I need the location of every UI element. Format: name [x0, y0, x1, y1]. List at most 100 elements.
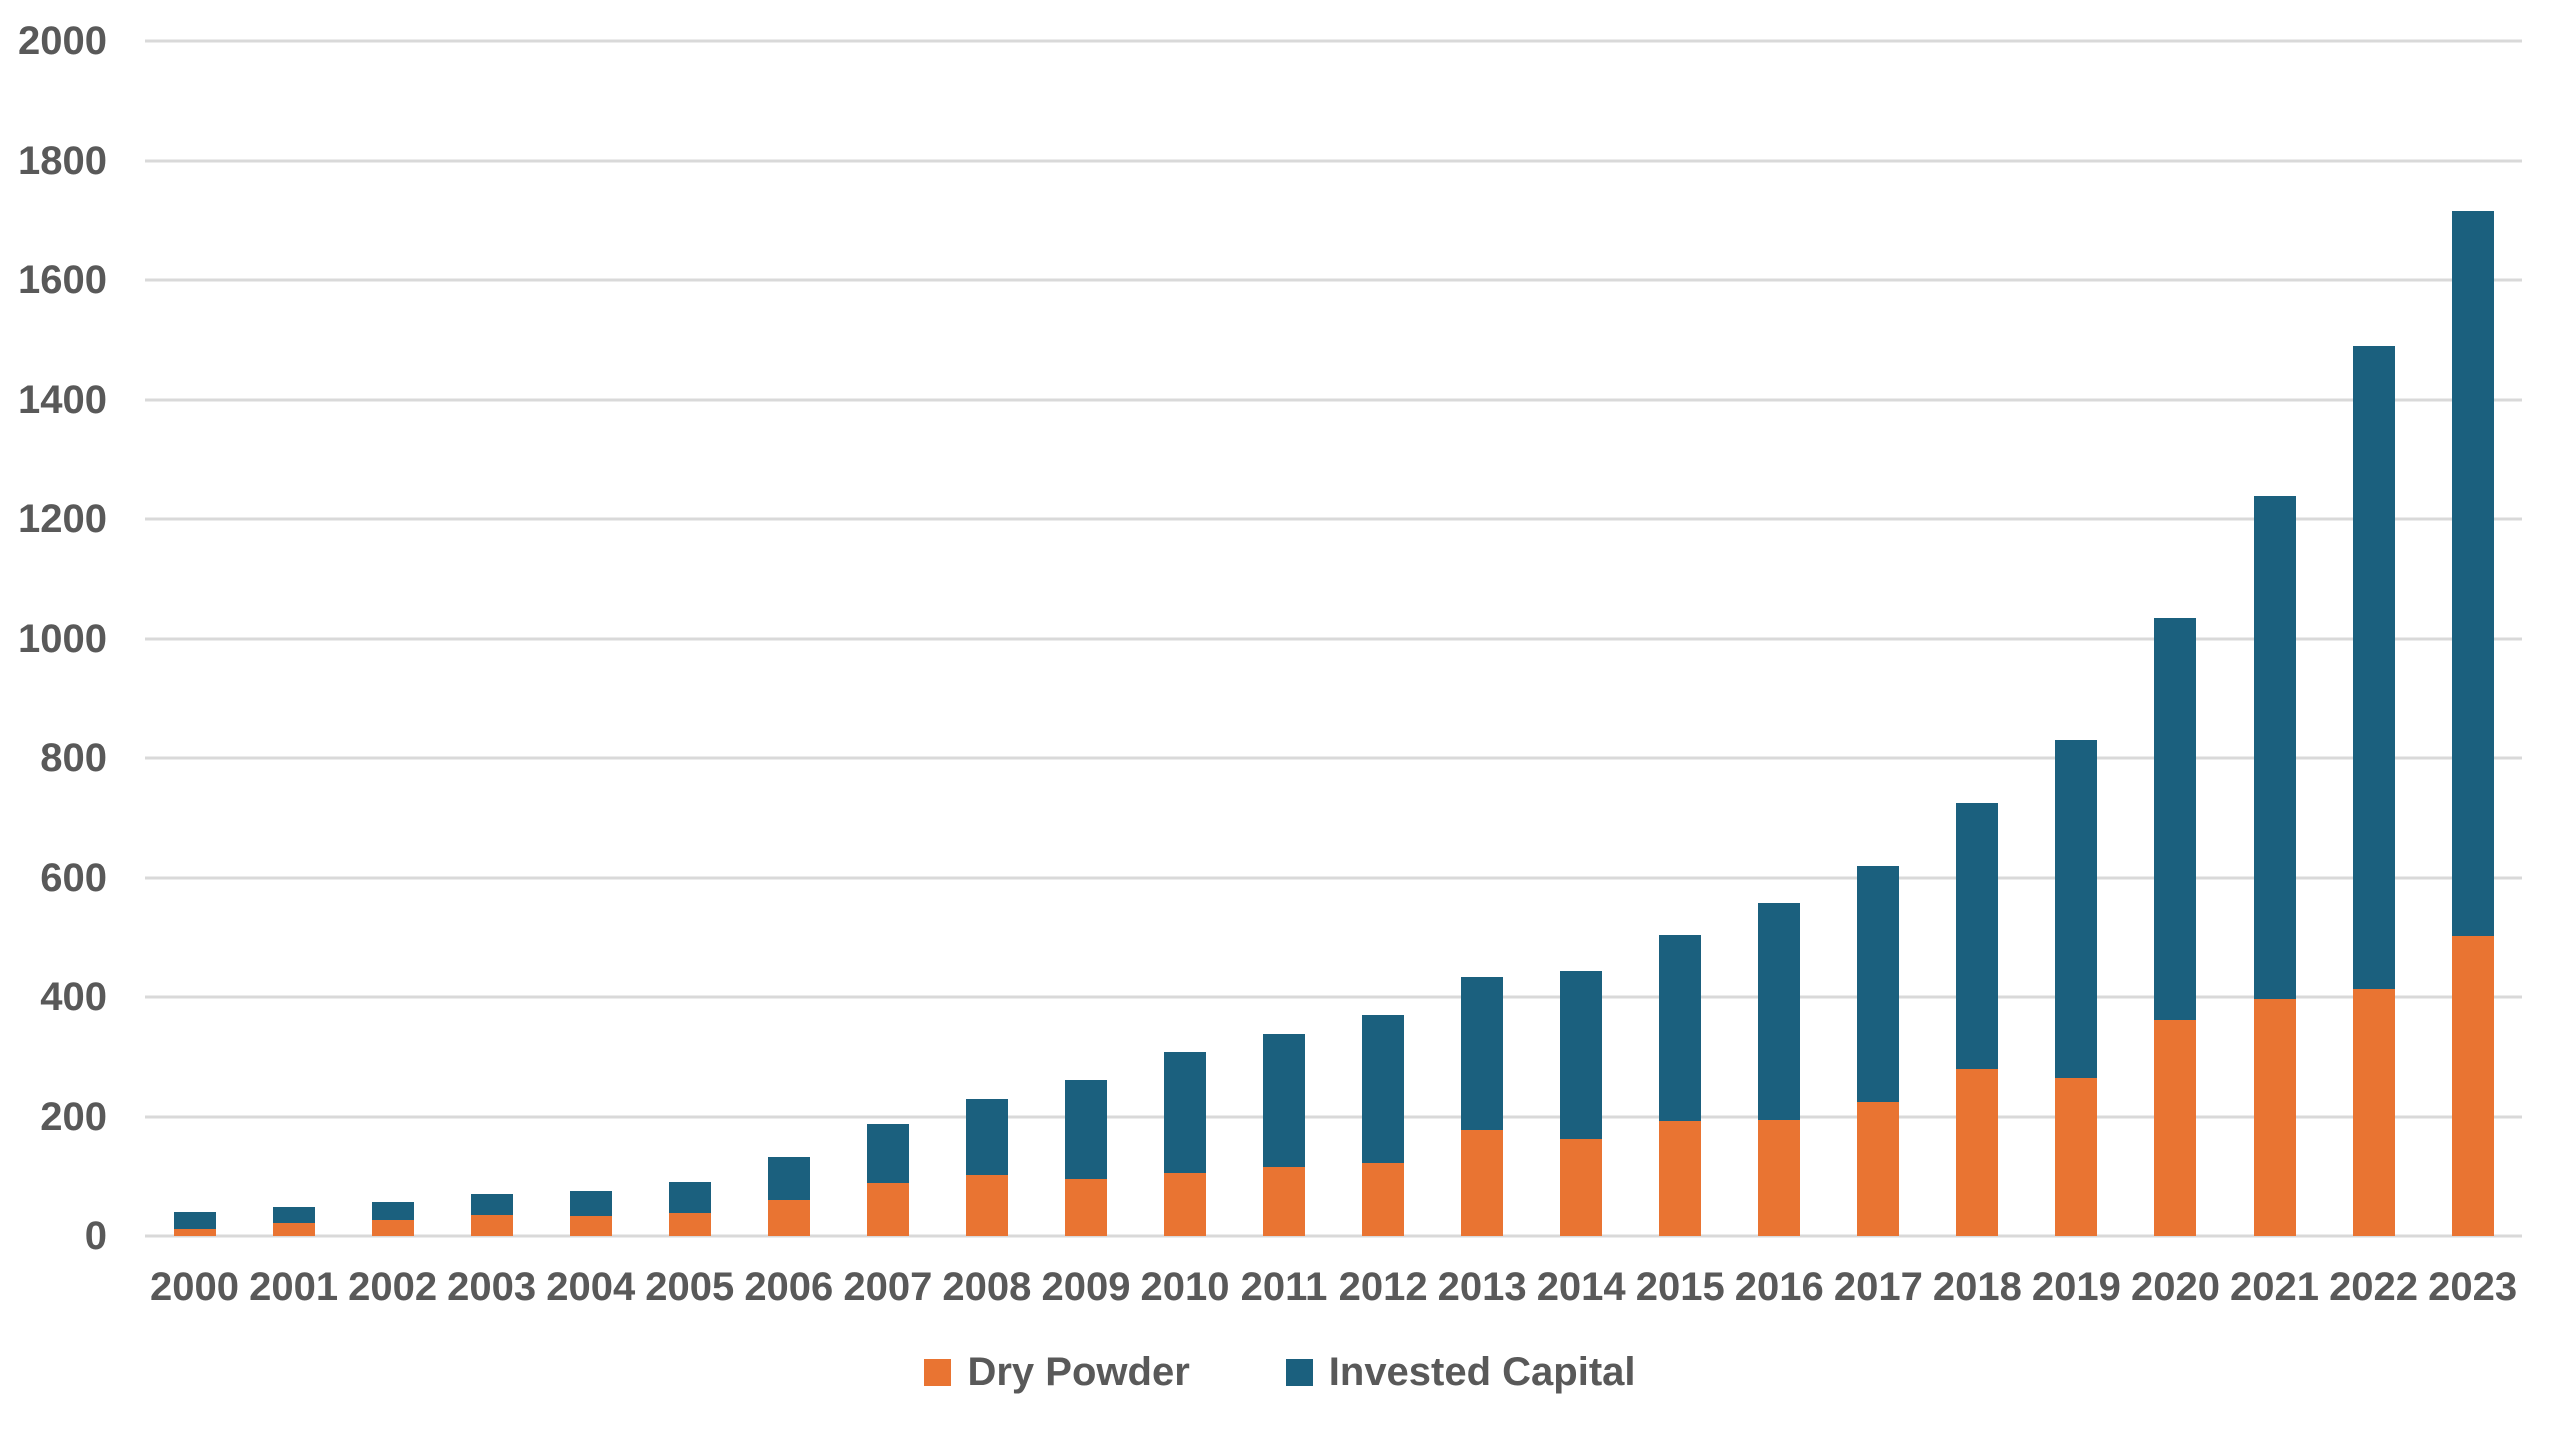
stacked-bar-2013: [1461, 976, 1504, 1236]
bar-slot-2012: [1334, 41, 1433, 1236]
bar-slot-2014: [1532, 41, 1631, 1236]
bar-slot-2007: [838, 41, 937, 1236]
bar-segment-2006-invested-capital: [767, 1157, 810, 1201]
stacked-bar-2022: [2352, 345, 2395, 1236]
bar-segment-2000-invested-capital: [173, 1212, 216, 1229]
x-tick-label-2018: 2018: [1932, 1265, 2022, 1309]
bar-segment-2019-dry-powder: [2055, 1078, 2098, 1236]
bar-segment-2002-invested-capital: [371, 1201, 414, 1221]
bar-segment-2003-invested-capital: [470, 1194, 513, 1216]
x-tick-label-2003: 2003: [447, 1265, 537, 1309]
bar-segment-2006-dry-powder: [767, 1200, 810, 1236]
x-tick-label-2020: 2020: [2130, 1265, 2220, 1309]
x-tick-label-2007: 2007: [843, 1265, 933, 1309]
stacked-bar-2015: [1659, 935, 1702, 1236]
x-axis-labels: 2000 2001 2002 2003 2004 2005 2006 2007 2008 2009…: [145, 1262, 2522, 1312]
gridline-2000: [145, 39, 2522, 43]
x-tick-label-2013: 2013: [1437, 1265, 1527, 1309]
bar-segment-2012-dry-powder: [1362, 1163, 1405, 1236]
x-tick-label-2010: 2010: [1140, 1265, 1230, 1309]
bar-segment-2017-invested-capital: [1857, 865, 1900, 1102]
stacked-bar-2017: [1857, 865, 1900, 1236]
y-tick-label-1200: 1200: [18, 497, 107, 541]
y-axis-labels: 0 200 400 600 800 1000 1200 1400 1600 1800 2000: [0, 21, 107, 1256]
gridline-600: [145, 876, 2522, 879]
bar-slot-2016: [1730, 41, 1829, 1236]
bar-segment-2008-dry-powder: [965, 1175, 1008, 1236]
bar-segment-2021-invested-capital: [2253, 496, 2296, 1000]
bar-slot-2004: [541, 41, 640, 1236]
bar-slot-2002: [343, 41, 442, 1236]
bar-segment-2009-dry-powder: [1064, 1178, 1107, 1236]
x-tick-label-2023: 2023: [2428, 1265, 2518, 1309]
bar-slot-2022: [2324, 41, 2423, 1236]
gridline-0: [145, 1234, 2522, 1238]
stacked-bar-2004: [569, 1191, 612, 1236]
bar-segment-2001-invested-capital: [272, 1206, 315, 1224]
legend-swatch-icon: [924, 1358, 952, 1386]
bar-segment-2011-invested-capital: [1263, 1034, 1306, 1167]
x-tick-label-2008: 2008: [942, 1265, 1032, 1309]
stacked-bar-2018: [1956, 803, 1999, 1236]
bar-slot-2015: [1631, 41, 1730, 1236]
x-tick-label-2017: 2017: [1833, 1265, 1923, 1309]
legend-label: Dry Powder: [967, 1350, 1190, 1394]
plot-area: [145, 39, 2522, 1238]
stacked-bar-2002: [371, 1201, 414, 1236]
bar-slot-2017: [1829, 41, 1928, 1236]
stacked-bar-2005: [668, 1182, 711, 1236]
x-tick-label-2012: 2012: [1338, 1265, 1428, 1309]
legend-item-dry-powder: Dry Powder: [924, 1350, 1190, 1394]
gridline-1000: [145, 637, 2522, 640]
gridline-1400: [145, 398, 2522, 401]
bar-slot-2001: [244, 41, 343, 1236]
bar-segment-2011-dry-powder: [1263, 1166, 1306, 1236]
gridline-400: [145, 995, 2522, 999]
bar-segment-2021-dry-powder: [2253, 999, 2296, 1236]
legend-label: Invested Capital: [1328, 1350, 1636, 1394]
bar-segment-2012-invested-capital: [1362, 1014, 1405, 1164]
legend: Dry Powder Invested Capital: [0, 1352, 2560, 1392]
stacked-bar-2009: [1064, 1080, 1107, 1236]
bar-segment-2003-dry-powder: [470, 1215, 513, 1236]
bar-segment-2015-dry-powder: [1659, 1121, 1702, 1236]
x-tick-label-2000: 2000: [150, 1265, 240, 1309]
bar-segment-2007-invested-capital: [866, 1124, 909, 1184]
y-tick-label-1000: 1000: [18, 616, 107, 661]
stacked-bar-2021: [2253, 496, 2296, 1236]
bar-segment-2013-dry-powder: [1461, 1129, 1504, 1236]
legend-swatch-icon: [1285, 1358, 1313, 1386]
bar-segment-2004-dry-powder: [569, 1216, 612, 1236]
stacked-bar-2003: [470, 1194, 513, 1236]
stacked-bar-2019: [2055, 740, 2098, 1236]
bar-segment-2008-invested-capital: [965, 1098, 1008, 1176]
stacked-bar-2014: [1560, 971, 1603, 1236]
stacked-bar-2020: [2154, 617, 2197, 1236]
gridline-1200: [145, 517, 2522, 521]
bar-segment-2016-dry-powder: [1758, 1119, 1801, 1236]
bar-segment-2013-invested-capital: [1461, 976, 1504, 1130]
x-tick-label-2009: 2009: [1041, 1265, 1131, 1309]
y-tick-label-1800: 1800: [18, 138, 107, 183]
bar-slot-2023: [2423, 41, 2522, 1236]
bar-segment-2004-invested-capital: [569, 1191, 612, 1217]
bar-slot-2011: [1235, 41, 1334, 1236]
stacked-bar-2023: [2451, 211, 2494, 1236]
bar-slot-2000: [145, 41, 244, 1236]
bar-slot-2021: [2225, 41, 2324, 1236]
bar-slot-2003: [442, 41, 541, 1236]
y-tick-label-600: 600: [40, 855, 107, 900]
bar-segment-2016-invested-capital: [1758, 903, 1801, 1120]
legend-item-invested-capital: Invested Capital: [1285, 1350, 1636, 1394]
gridline-1800: [145, 159, 2522, 162]
bar-slot-2019: [2027, 41, 2126, 1236]
bar-slot-2005: [640, 41, 739, 1236]
y-tick-label-1400: 1400: [18, 377, 107, 422]
bar-segment-2017-dry-powder: [1857, 1101, 1900, 1236]
bar-slot-2018: [1928, 41, 2027, 1236]
bar-segment-2002-dry-powder: [371, 1220, 414, 1236]
bar-slot-2009: [1036, 41, 1135, 1236]
bar-segment-2010-invested-capital: [1163, 1052, 1206, 1173]
bar-slot-2010: [1135, 41, 1234, 1236]
